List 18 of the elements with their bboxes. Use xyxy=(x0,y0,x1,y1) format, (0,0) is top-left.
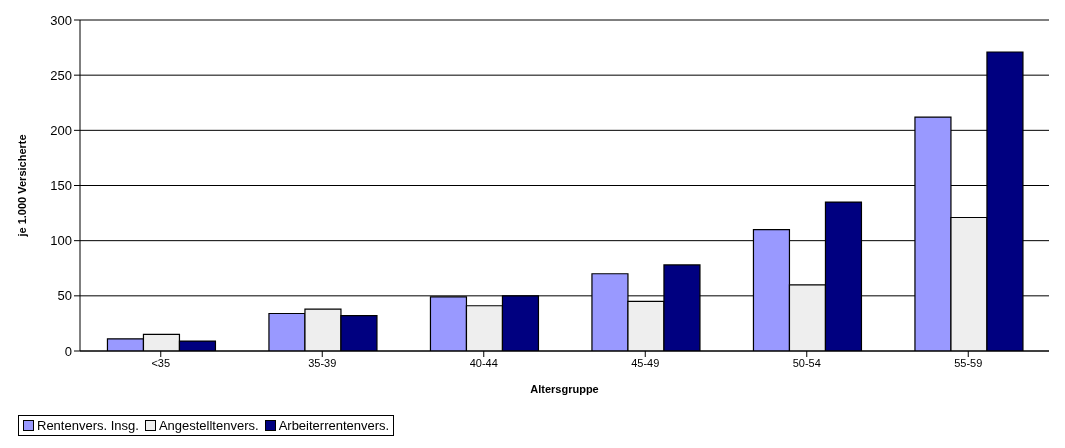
x-tick-label: 35-39 xyxy=(308,356,337,369)
x-tick-label: 40-44 xyxy=(469,356,498,369)
y-tick-label: 50 xyxy=(57,288,72,304)
legend-label: Angestelltenvers. xyxy=(157,418,259,433)
legend-label: Arbeiterrentenvers. xyxy=(277,418,390,433)
x-tick-label: 55-59 xyxy=(954,356,983,369)
y-tick-label: 300 xyxy=(50,12,72,28)
x-tick-label: 45-49 xyxy=(631,356,660,369)
x-axis-title: Altersgruppe xyxy=(530,383,599,395)
y-tick-label: 250 xyxy=(50,67,72,83)
x-tick-label: <35 xyxy=(151,356,171,369)
y-tick-label: 0 xyxy=(64,343,72,359)
y-tick-label: 100 xyxy=(50,233,72,249)
y-tick-label: 150 xyxy=(50,178,72,194)
x-tick-label: 50-54 xyxy=(792,356,821,369)
y-tick-label: 200 xyxy=(50,122,72,138)
legend-label: Rentenvers. Insg. xyxy=(36,418,139,433)
y-axis-title: je 1.000 Versicherte xyxy=(15,134,28,238)
